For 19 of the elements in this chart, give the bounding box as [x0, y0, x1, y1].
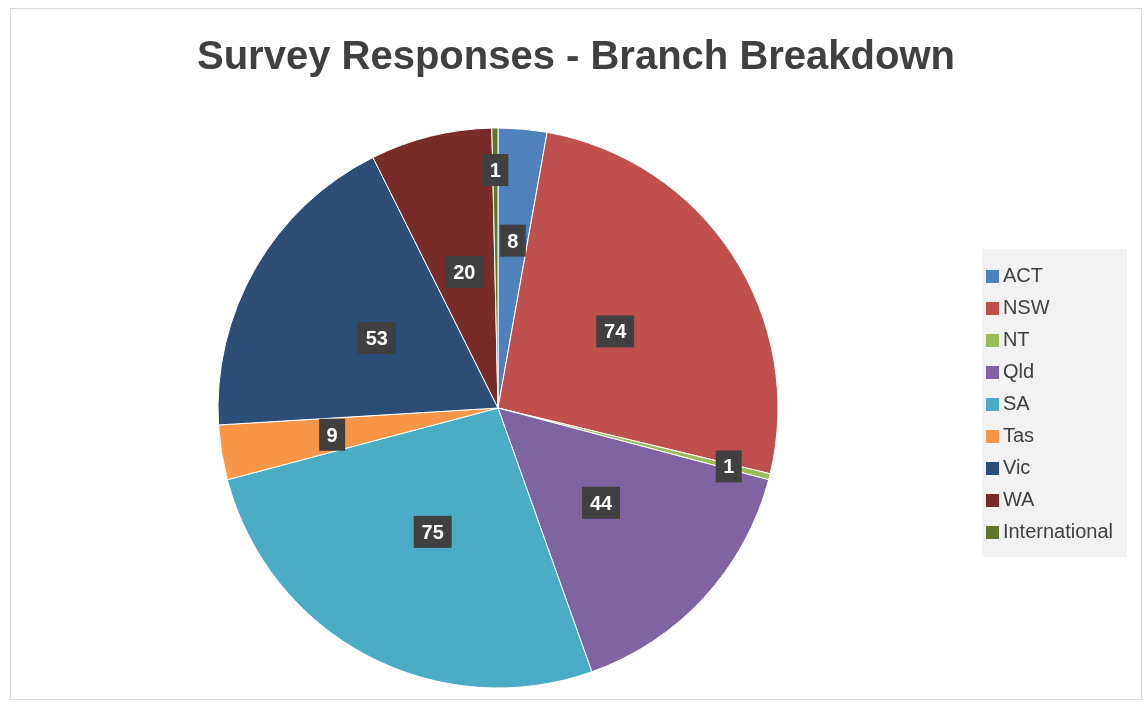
data-label: 1	[489, 159, 501, 182]
legend-label: ACT	[1002, 264, 1043, 286]
legend-label: Vic	[1002, 456, 1031, 478]
data-label: 74	[604, 320, 628, 343]
legend-label: WA	[1002, 488, 1035, 510]
legend-label: SA	[1002, 392, 1030, 414]
legend-label: NT	[1002, 328, 1030, 350]
data-label: 1	[723, 455, 735, 478]
legend-label: NSW	[1002, 296, 1050, 318]
legend-label: International	[1002, 520, 1113, 542]
data-label: 20	[453, 261, 476, 284]
data-label: 9	[326, 423, 338, 446]
legend-label: Qld	[1002, 360, 1035, 382]
data-label: 44	[589, 491, 613, 514]
chart-title: Survey Responses - Branch Breakdown	[196, 33, 956, 79]
data-label: 53	[365, 327, 388, 349]
data-label: 75	[421, 520, 444, 543]
data-label: 8	[507, 229, 519, 252]
legend-label: Tas	[1002, 424, 1035, 446]
